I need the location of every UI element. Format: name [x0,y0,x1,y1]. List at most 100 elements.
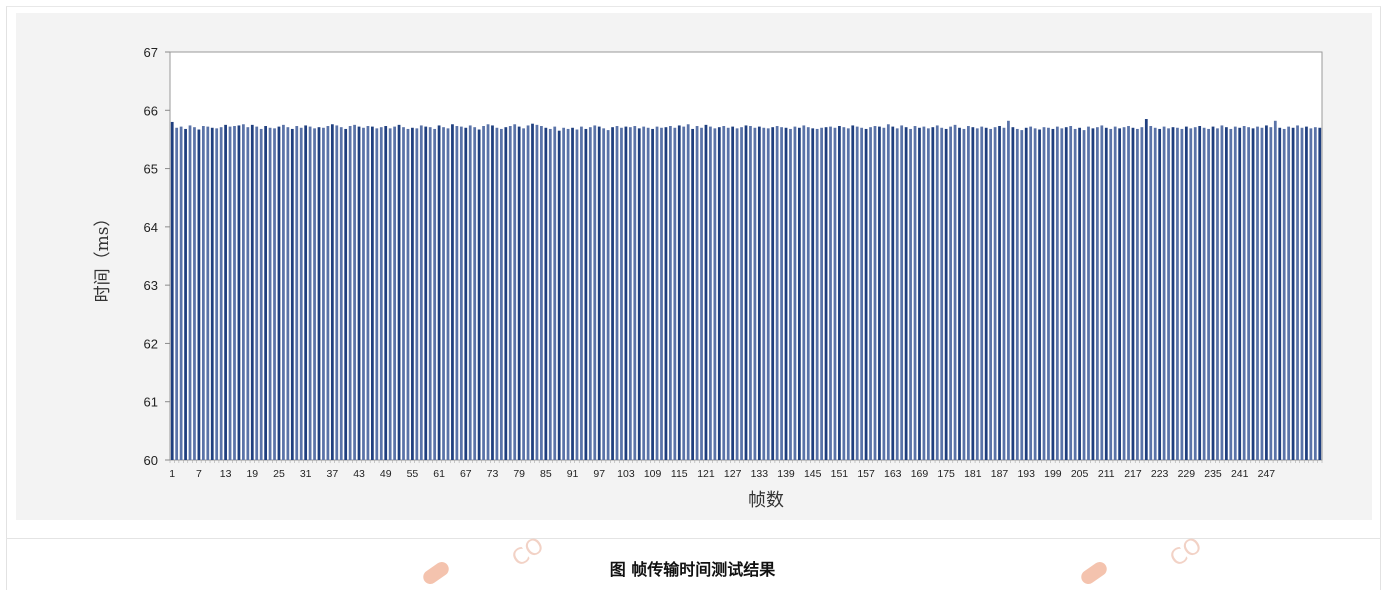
y-tick-label: 66 [144,103,158,118]
bar [855,126,859,460]
bar [286,127,290,460]
x-tick-label: 13 [220,468,232,480]
bar [1176,127,1179,461]
bar [1291,127,1295,461]
bar [980,126,984,460]
bar [1193,127,1197,460]
bar [1011,127,1015,460]
bar [1064,127,1068,460]
bar [1109,128,1113,460]
bar [308,126,312,460]
y-axis-label: 时间（ms） [93,210,113,303]
bar [1260,127,1264,461]
bar [1318,127,1322,461]
bar [1287,126,1291,460]
x-tick-label: 79 [513,468,525,480]
bar [829,126,832,460]
bar [344,128,348,460]
bar [477,129,481,460]
bar [584,128,588,460]
bar [771,127,775,460]
x-tick-label: 55 [407,468,419,480]
bar [686,124,690,460]
x-tick-label: 97 [593,468,605,480]
bar [717,127,721,460]
bar [464,127,468,461]
bar [353,124,356,460]
bar [989,128,993,460]
bar [1265,125,1268,460]
bar [491,125,494,460]
bar [1055,126,1059,460]
x-tick-label: 235 [1204,468,1222,480]
bar [1167,128,1170,460]
bar [642,126,646,460]
bar [633,126,637,460]
x-tick-label: 61 [433,468,445,480]
bar [860,127,864,461]
y-tick-label: 64 [144,220,158,235]
x-tick-label: 151 [831,468,849,480]
bar [1042,127,1046,460]
bar [1038,129,1041,460]
bar [1024,127,1028,461]
bar [677,125,681,460]
bar [846,128,850,460]
bar [700,127,703,461]
x-tick-label: 127 [724,468,742,480]
bar [197,129,201,460]
bar [1224,127,1228,460]
bar [415,128,419,460]
bar [237,125,241,460]
x-tick-label: 121 [697,468,715,480]
bar [1140,127,1144,460]
bar [913,126,917,460]
bar [459,126,463,460]
bar [922,126,926,460]
bar [1184,126,1188,460]
bar [904,127,908,460]
bar [580,126,583,460]
bar [851,125,855,460]
bar [949,126,952,460]
bar [673,127,677,461]
bar [740,127,743,460]
bar [869,127,872,460]
bar [384,126,388,460]
bar [526,125,530,460]
bar [313,128,316,460]
bar [486,124,490,460]
bar [1127,126,1130,460]
bar [451,124,454,460]
bar [348,126,352,460]
bar [446,128,450,460]
bar [1069,126,1073,460]
x-tick-label: 67 [460,468,472,480]
bar [562,127,566,461]
bar [290,128,294,460]
bar [749,126,752,460]
bar [1047,127,1050,461]
y-tick-label: 63 [144,278,158,293]
bar [597,126,601,460]
bar [628,127,632,460]
bar [1118,128,1122,460]
bar [780,127,783,460]
bar [744,125,748,460]
bar [437,125,441,460]
bar [575,129,579,460]
bar [593,125,597,460]
bar [544,127,548,461]
bar [962,128,966,460]
bar [531,123,534,460]
bar [1242,126,1246,460]
bar [259,128,263,460]
bar [820,127,823,461]
x-tick-label: 223 [1151,468,1169,480]
x-tick-label: 211 [1098,468,1115,480]
bar [1247,127,1250,460]
bar [909,128,912,460]
bar [473,127,477,460]
y-tick-label: 62 [144,336,158,351]
bar [886,124,890,460]
